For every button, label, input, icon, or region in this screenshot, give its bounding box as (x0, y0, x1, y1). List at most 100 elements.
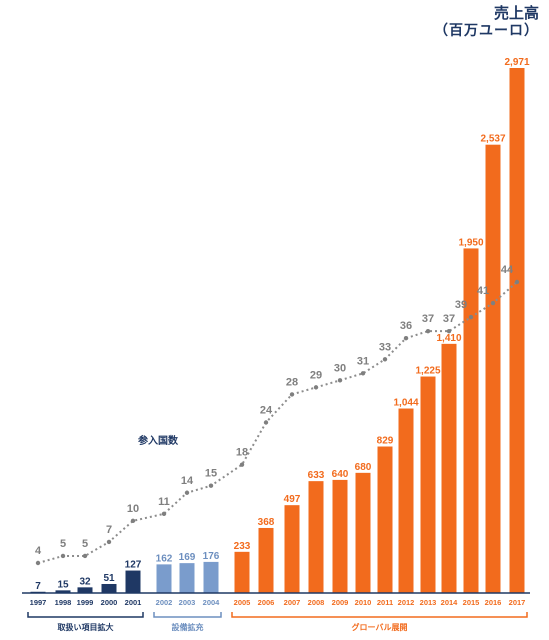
country-point-2004 (208, 483, 214, 488)
bar-label-2014: 1,410 (436, 333, 461, 344)
country-label-2013: 37 (422, 313, 434, 325)
country-point-1998 (60, 553, 66, 559)
country-label-2005: 18 (236, 447, 248, 459)
year-tick-2014: 2014 (441, 598, 459, 607)
country-label-1998: 5 (60, 538, 66, 550)
bar-label-2008: 633 (308, 470, 325, 481)
bar-2012 (398, 408, 414, 593)
bar-label-1997: 7 (35, 581, 41, 592)
phase-label-1: 取扱い項目拡大 (58, 622, 114, 632)
year-tick-2012: 2012 (398, 598, 415, 607)
year-tick-2008: 2008 (308, 598, 325, 607)
bar-label-1999: 32 (79, 576, 91, 587)
country-count-line (37, 281, 518, 564)
bar-label-2017: 2,971 (504, 57, 529, 68)
country-label-2010: 31 (357, 355, 369, 367)
country-label-2008: 29 (310, 369, 322, 381)
country-label-2009: 30 (334, 362, 346, 374)
year-tick-2009: 2009 (332, 598, 349, 607)
phase-label-3: グローバル展開 (352, 622, 408, 632)
country-point-1997 (35, 560, 41, 566)
country-label-2016: 41 (477, 285, 489, 297)
year-tick-2011: 2011 (377, 598, 393, 607)
bar-2014 (441, 343, 457, 593)
year-tick-2015: 2015 (463, 598, 480, 607)
unit-label-line1: 売上高 (493, 4, 539, 22)
bar-label-2002: 162 (156, 553, 173, 564)
bar-2005 (234, 551, 250, 593)
country-point-2002 (161, 511, 167, 517)
bar-2001 (125, 570, 141, 593)
country-point-2016 (490, 300, 496, 306)
year-tick-1998: 1998 (55, 598, 72, 607)
country-label-2012: 36 (400, 320, 412, 332)
year-tick-2003: 2003 (179, 598, 196, 607)
bar-label-2004: 176 (203, 551, 220, 562)
year-tick-2017: 2017 (509, 598, 526, 607)
year-tick-2002: 2002 (156, 598, 173, 607)
country-label-2014: 37 (443, 313, 455, 325)
country-point-2015 (468, 314, 474, 320)
bar-label-2009: 640 (332, 469, 349, 480)
country-label-1999: 5 (82, 538, 88, 550)
year-tick-1999: 1999 (77, 598, 94, 607)
year-tick-2007: 2007 (284, 598, 301, 607)
country-point-2010 (360, 371, 366, 376)
bar-label-2016: 2,537 (480, 134, 505, 145)
country-label-2006: 24 (260, 405, 273, 417)
year-tick-2010: 2010 (355, 598, 372, 607)
country-point-2012 (403, 336, 409, 341)
bar-label-2007: 497 (284, 494, 301, 505)
bar-label-2015: 1,950 (458, 237, 483, 248)
bar-label-2006: 368 (258, 517, 275, 528)
country-point-2009 (337, 378, 343, 383)
country-label-1997: 4 (35, 545, 42, 557)
bar-2011 (377, 446, 393, 593)
country-point-2017 (514, 279, 520, 285)
bar-2002 (156, 564, 172, 593)
year-tick-2006: 2006 (258, 598, 275, 607)
year-tick-1997: 1997 (30, 598, 47, 607)
bar-2006 (258, 527, 274, 593)
bar-2017 (509, 68, 525, 593)
bar-2016 (485, 144, 501, 593)
country-point-2003 (184, 490, 190, 495)
bar-2015 (463, 248, 479, 593)
country-label-2015: 39 (455, 299, 467, 311)
line-series-name: 参入国数 (138, 434, 179, 447)
country-label-2004: 15 (205, 468, 217, 480)
country-point-2005 (239, 462, 245, 467)
country-label-2002: 11 (158, 496, 170, 508)
year-tick-2004: 2004 (203, 598, 221, 607)
country-point-1999 (82, 553, 88, 559)
phase-bracket-1 (27, 612, 144, 618)
phase-bracket-3 (231, 612, 528, 618)
bar-label-2012: 1,044 (393, 398, 418, 409)
country-point-2007 (289, 392, 295, 397)
year-tick-2001: 2001 (125, 598, 142, 607)
unit-label-line2: （百万ユーロ） (434, 23, 539, 39)
bar-label-2000: 51 (103, 573, 115, 584)
country-point-2014 (446, 328, 452, 334)
country-label-2003: 14 (181, 475, 194, 487)
bar-2004 (203, 561, 219, 593)
bar-2013 (420, 376, 436, 593)
bar-2007 (284, 505, 300, 593)
bar-label-2005: 233 (234, 541, 251, 552)
bar-label-2001: 127 (125, 560, 142, 571)
country-label-2007: 28 (286, 376, 298, 388)
country-point-2001 (130, 518, 136, 524)
bar-label-2011: 829 (377, 436, 394, 447)
bar-2003 (179, 563, 195, 593)
bar-2008 (308, 481, 324, 593)
bar-label-1998: 15 (57, 579, 69, 590)
bar-2010 (355, 472, 371, 593)
country-point-2013 (425, 328, 431, 334)
bar-label-2010: 680 (355, 462, 372, 473)
phase-label-2: 設備拡充 (172, 622, 204, 632)
country-point-2006 (263, 420, 269, 425)
phase-bracket-2 (153, 612, 222, 618)
country-point-2011 (382, 357, 388, 362)
bar-2000 (101, 583, 117, 593)
